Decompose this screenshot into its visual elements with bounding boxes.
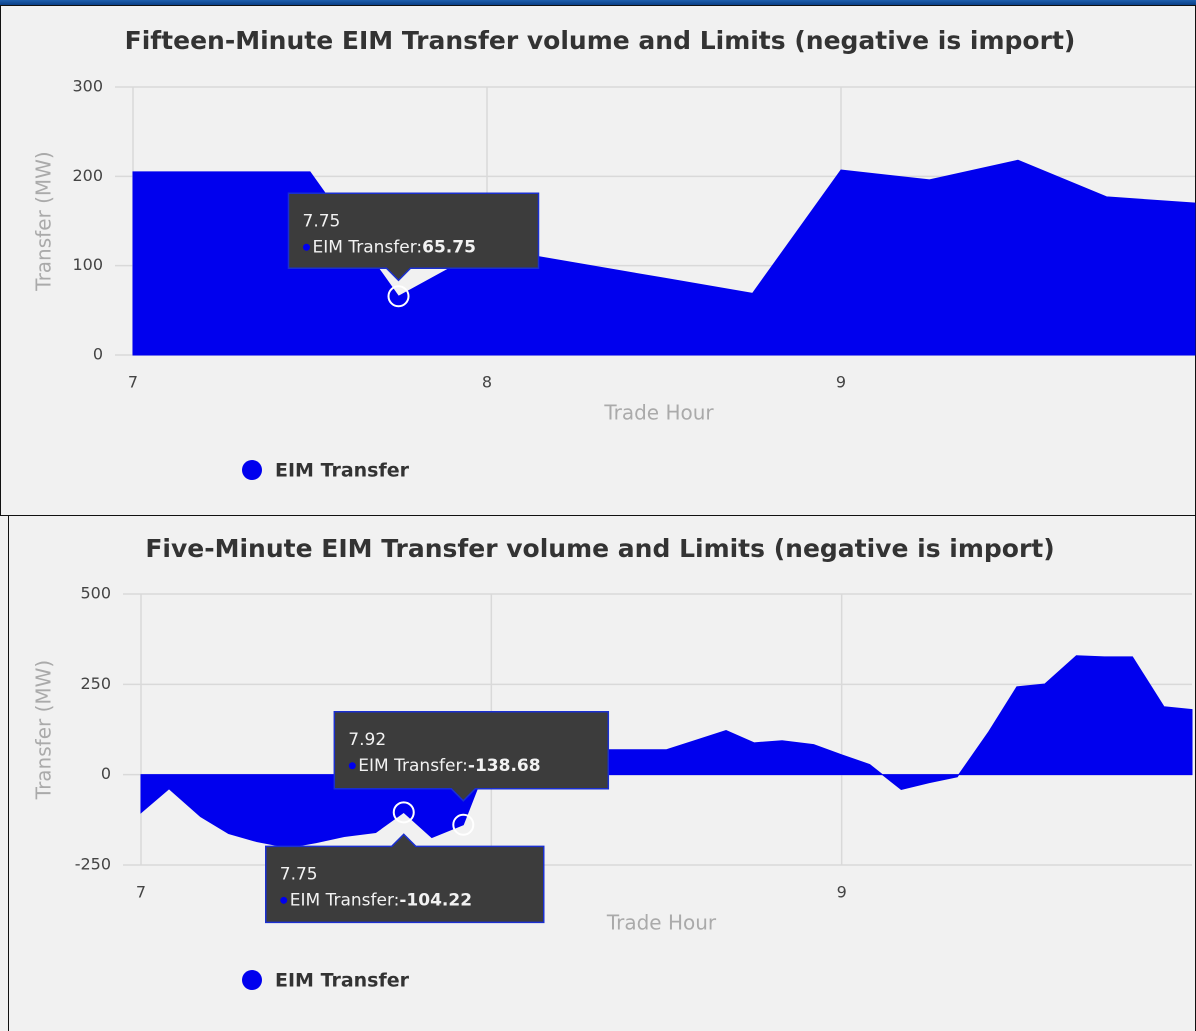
tooltip-line: EIM Transfer:65.75 — [313, 237, 476, 257]
tooltip-value: -138.68 — [468, 756, 541, 776]
tooltip-x: 7.75 — [303, 211, 341, 231]
x-tick-label: 8 — [482, 373, 492, 392]
y-axis-title: Transfer (MW) — [32, 151, 56, 291]
y-tick-label: 200 — [72, 166, 103, 185]
tooltip-line: EIM Transfer:-138.68 — [358, 756, 540, 776]
hover-marker — [452, 813, 475, 836]
y-tick-label: 500 — [80, 584, 111, 603]
tooltip-bullet — [348, 762, 356, 770]
legend-label: EIM Transfer — [275, 460, 410, 482]
y-tick-label: 300 — [72, 77, 103, 96]
chart-title: Five-Minute EIM Transfer volume and Limi… — [145, 534, 1054, 563]
legend-dot — [242, 460, 262, 480]
legend-dot — [242, 970, 262, 990]
chart-title: Fifteen-Minute EIM Transfer volume and L… — [125, 26, 1076, 55]
area — [140, 655, 1193, 849]
tooltip — [287, 192, 540, 282]
x-tick-label: 7 — [136, 883, 146, 902]
tooltip-label: EIM Transfer: — [313, 237, 423, 257]
tooltip-value: -104.22 — [399, 890, 472, 910]
hover-marker — [392, 801, 415, 824]
x-tick-label: 7 — [128, 373, 138, 392]
tooltip-label: EIM Transfer: — [290, 890, 400, 910]
y-tick-label: -250 — [75, 855, 111, 874]
legend-label: EIM Transfer — [275, 970, 410, 992]
tooltip-value: 65.75 — [422, 237, 476, 257]
tooltip-bullet — [303, 243, 310, 251]
tooltip — [265, 833, 545, 924]
tooltip-label: EIM Transfer: — [358, 756, 468, 776]
tooltip-bullet — [280, 896, 288, 904]
hover-marker — [387, 285, 410, 308]
x-tick-label: 9 — [837, 883, 847, 902]
y-tick-label: 250 — [80, 674, 111, 693]
y-tick-label: 0 — [101, 764, 111, 783]
tooltip-x: 7.75 — [280, 864, 318, 884]
tooltip — [333, 711, 610, 802]
y-axis-title: Transfer (MW) — [32, 660, 56, 800]
x-axis-title: Trade Hour — [603, 401, 714, 425]
tooltip-line: EIM Transfer:-104.22 — [290, 890, 472, 910]
y-tick-label: 100 — [72, 255, 103, 274]
tooltip-x: 7.92 — [348, 730, 386, 750]
top-bar — [0, 0, 1196, 5]
x-tick-label: 9 — [836, 373, 846, 392]
y-tick-label: 0 — [93, 345, 103, 364]
x-axis-title: Trade Hour — [606, 911, 717, 935]
